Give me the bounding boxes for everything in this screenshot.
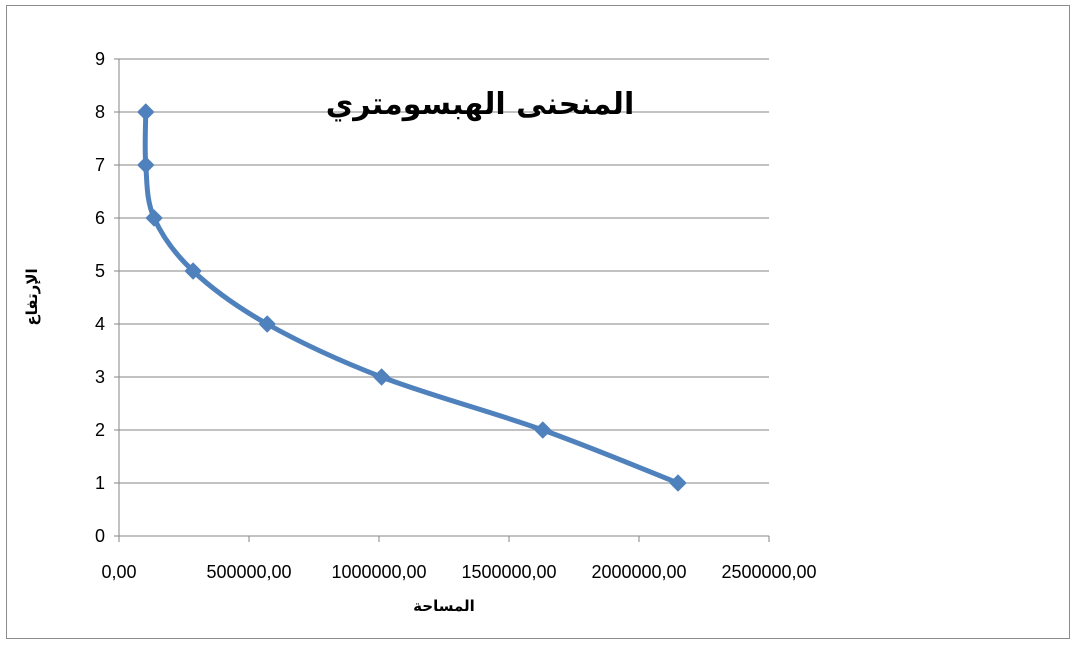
y-tick-label: 6: [95, 208, 105, 228]
chart-title: المنحنى الهبسومتري: [326, 87, 634, 122]
x-tick-label: 2500000,00: [721, 562, 816, 582]
x-tick-label: 1000000,00: [331, 562, 426, 582]
data-point-marker: [145, 209, 163, 227]
data-point-marker: [372, 368, 391, 386]
y-tick-label: 8: [95, 102, 105, 122]
chart-area: [6, 5, 1070, 639]
y-tick-label: 5: [95, 261, 105, 281]
y-tick-label: 2: [95, 420, 105, 440]
data-point-marker: [137, 103, 155, 121]
y-tick-label: 4: [95, 314, 105, 334]
x-tick-label: 0,00: [101, 562, 136, 582]
axes: [114, 58, 770, 542]
x-axis-title: المساحة: [413, 597, 475, 615]
y-tick-label: 1: [95, 473, 105, 493]
data-point-marker: [137, 156, 155, 174]
series-line: [142, 109, 681, 486]
data-point-marker: [184, 262, 202, 280]
gridlines: [119, 58, 769, 484]
y-tick-label: 9: [95, 49, 105, 69]
y-tick-label: 7: [95, 155, 105, 175]
x-tick-label: 2000000,00: [591, 562, 686, 582]
data-point-marker: [534, 421, 552, 439]
x-tick-label: 500000,00: [206, 562, 291, 582]
y-axis-ticks: 0 1 2 3 4 5 6 7 8 9: [95, 49, 105, 546]
x-axis-ticks: 0,00 500000,00 1000000,00 1500000,00 2000000…: [101, 562, 816, 582]
y-tick-label: 3: [95, 367, 105, 387]
series-area-height: [142, 109, 681, 486]
data-point-marker: [669, 474, 687, 492]
x-tick-label: 1500000,00: [461, 562, 556, 582]
data-point-markers: [137, 103, 687, 492]
data-point-marker: [258, 315, 276, 333]
y-axis-title: الإرتفاع: [23, 268, 41, 325]
y-tick-label: 0: [95, 526, 105, 546]
